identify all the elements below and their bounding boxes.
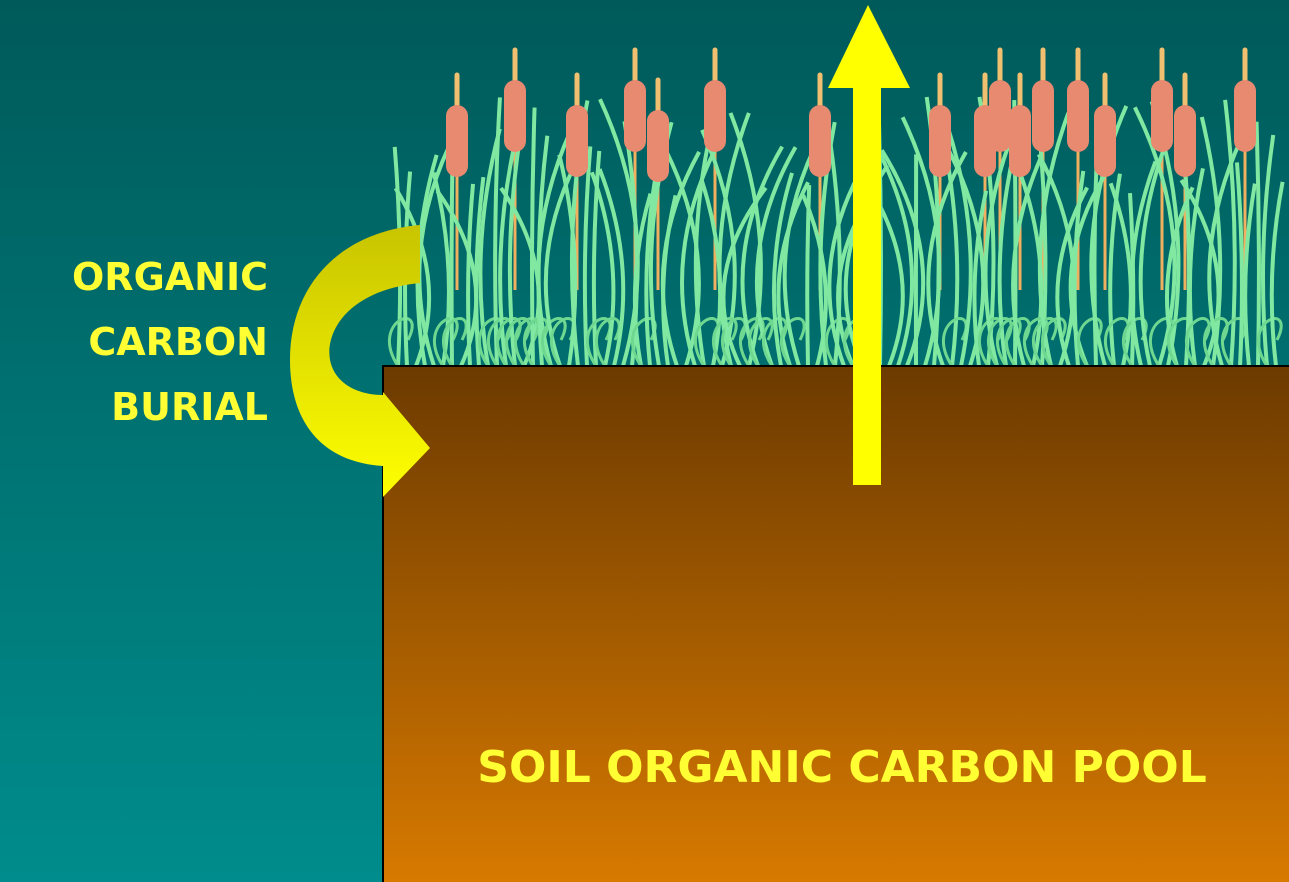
grass-blade	[1187, 167, 1205, 367]
grass-blade	[591, 150, 602, 367]
cattail-head	[1032, 80, 1054, 152]
grass-blade	[597, 168, 626, 367]
cattail-head	[1151, 80, 1173, 152]
cattail-head	[1234, 80, 1256, 152]
grass-blade	[1234, 162, 1244, 367]
grass-loop	[780, 317, 806, 367]
grass-blade	[660, 150, 701, 367]
grass-blade	[1011, 156, 1043, 367]
grass-blade	[983, 127, 1017, 367]
grass-blade	[493, 97, 502, 367]
soil	[382, 365, 1289, 882]
cattail-head	[1094, 105, 1116, 177]
grass-blade	[632, 193, 653, 367]
grass-blade	[721, 186, 768, 367]
grass-blade	[943, 120, 973, 367]
pool-label: SOIL ORGANIC CARBON POOL	[477, 742, 1206, 793]
grass-blade	[1243, 183, 1257, 367]
cattail-head	[566, 105, 588, 177]
cattail-head	[504, 80, 526, 152]
grass-loop	[1077, 317, 1103, 367]
burial-label: CARBON	[88, 320, 268, 364]
cattail-head	[446, 105, 468, 177]
grass-blade	[1129, 160, 1158, 367]
grass-blade	[1179, 178, 1221, 367]
grass-blade	[874, 145, 915, 367]
grass-blade	[417, 129, 459, 367]
cattail-head	[1067, 80, 1089, 152]
grass-blade	[1269, 181, 1285, 367]
grass-blade	[557, 154, 578, 367]
grass-blade	[1138, 146, 1167, 367]
cattail-head	[1009, 105, 1031, 177]
burial-label: ORGANIC	[72, 255, 268, 299]
cattails	[388, 47, 1285, 367]
grass-blade	[1165, 186, 1195, 367]
burial-label: BURIAL	[111, 385, 268, 429]
grass-blade	[1072, 170, 1086, 367]
grass-blade	[1260, 134, 1276, 367]
cattail-head	[989, 80, 1011, 152]
cattail-head	[809, 105, 831, 177]
grass-blade	[529, 107, 537, 367]
grass-blade	[1254, 121, 1261, 367]
grass-loop	[595, 317, 621, 367]
grass-blade	[589, 171, 616, 367]
grass-blade	[1223, 99, 1237, 367]
grass-loop	[1257, 317, 1283, 367]
grass-blade	[474, 176, 486, 367]
cattail-head	[647, 110, 669, 182]
burial-arrow	[290, 225, 430, 497]
grass-blade	[771, 172, 794, 367]
grass-blade	[1199, 116, 1223, 367]
cattail-head	[1174, 105, 1196, 177]
cattail-head	[624, 80, 646, 152]
grass-loop	[433, 317, 459, 367]
grass-blade	[825, 123, 842, 367]
grass-blade	[498, 140, 518, 367]
grass-blade	[644, 174, 658, 367]
grass-loop	[996, 317, 1022, 367]
grass-blade	[801, 194, 828, 367]
emission-arrow	[828, 5, 910, 485]
grass-blade	[776, 181, 810, 367]
grass-blade	[466, 183, 476, 367]
grass-blade	[782, 132, 824, 367]
grass-blade	[622, 120, 639, 367]
grass-blade	[997, 142, 1018, 367]
cattail-head	[704, 80, 726, 152]
grass-loop	[388, 317, 414, 367]
cattail-head	[929, 105, 951, 177]
grass-blade	[582, 146, 593, 367]
grass-blade	[972, 190, 989, 367]
grass-loop	[442, 317, 468, 367]
grass-blade	[478, 128, 502, 367]
grass-loop	[1041, 317, 1067, 367]
grass-loop	[514, 317, 540, 367]
grass-loop	[541, 317, 567, 367]
